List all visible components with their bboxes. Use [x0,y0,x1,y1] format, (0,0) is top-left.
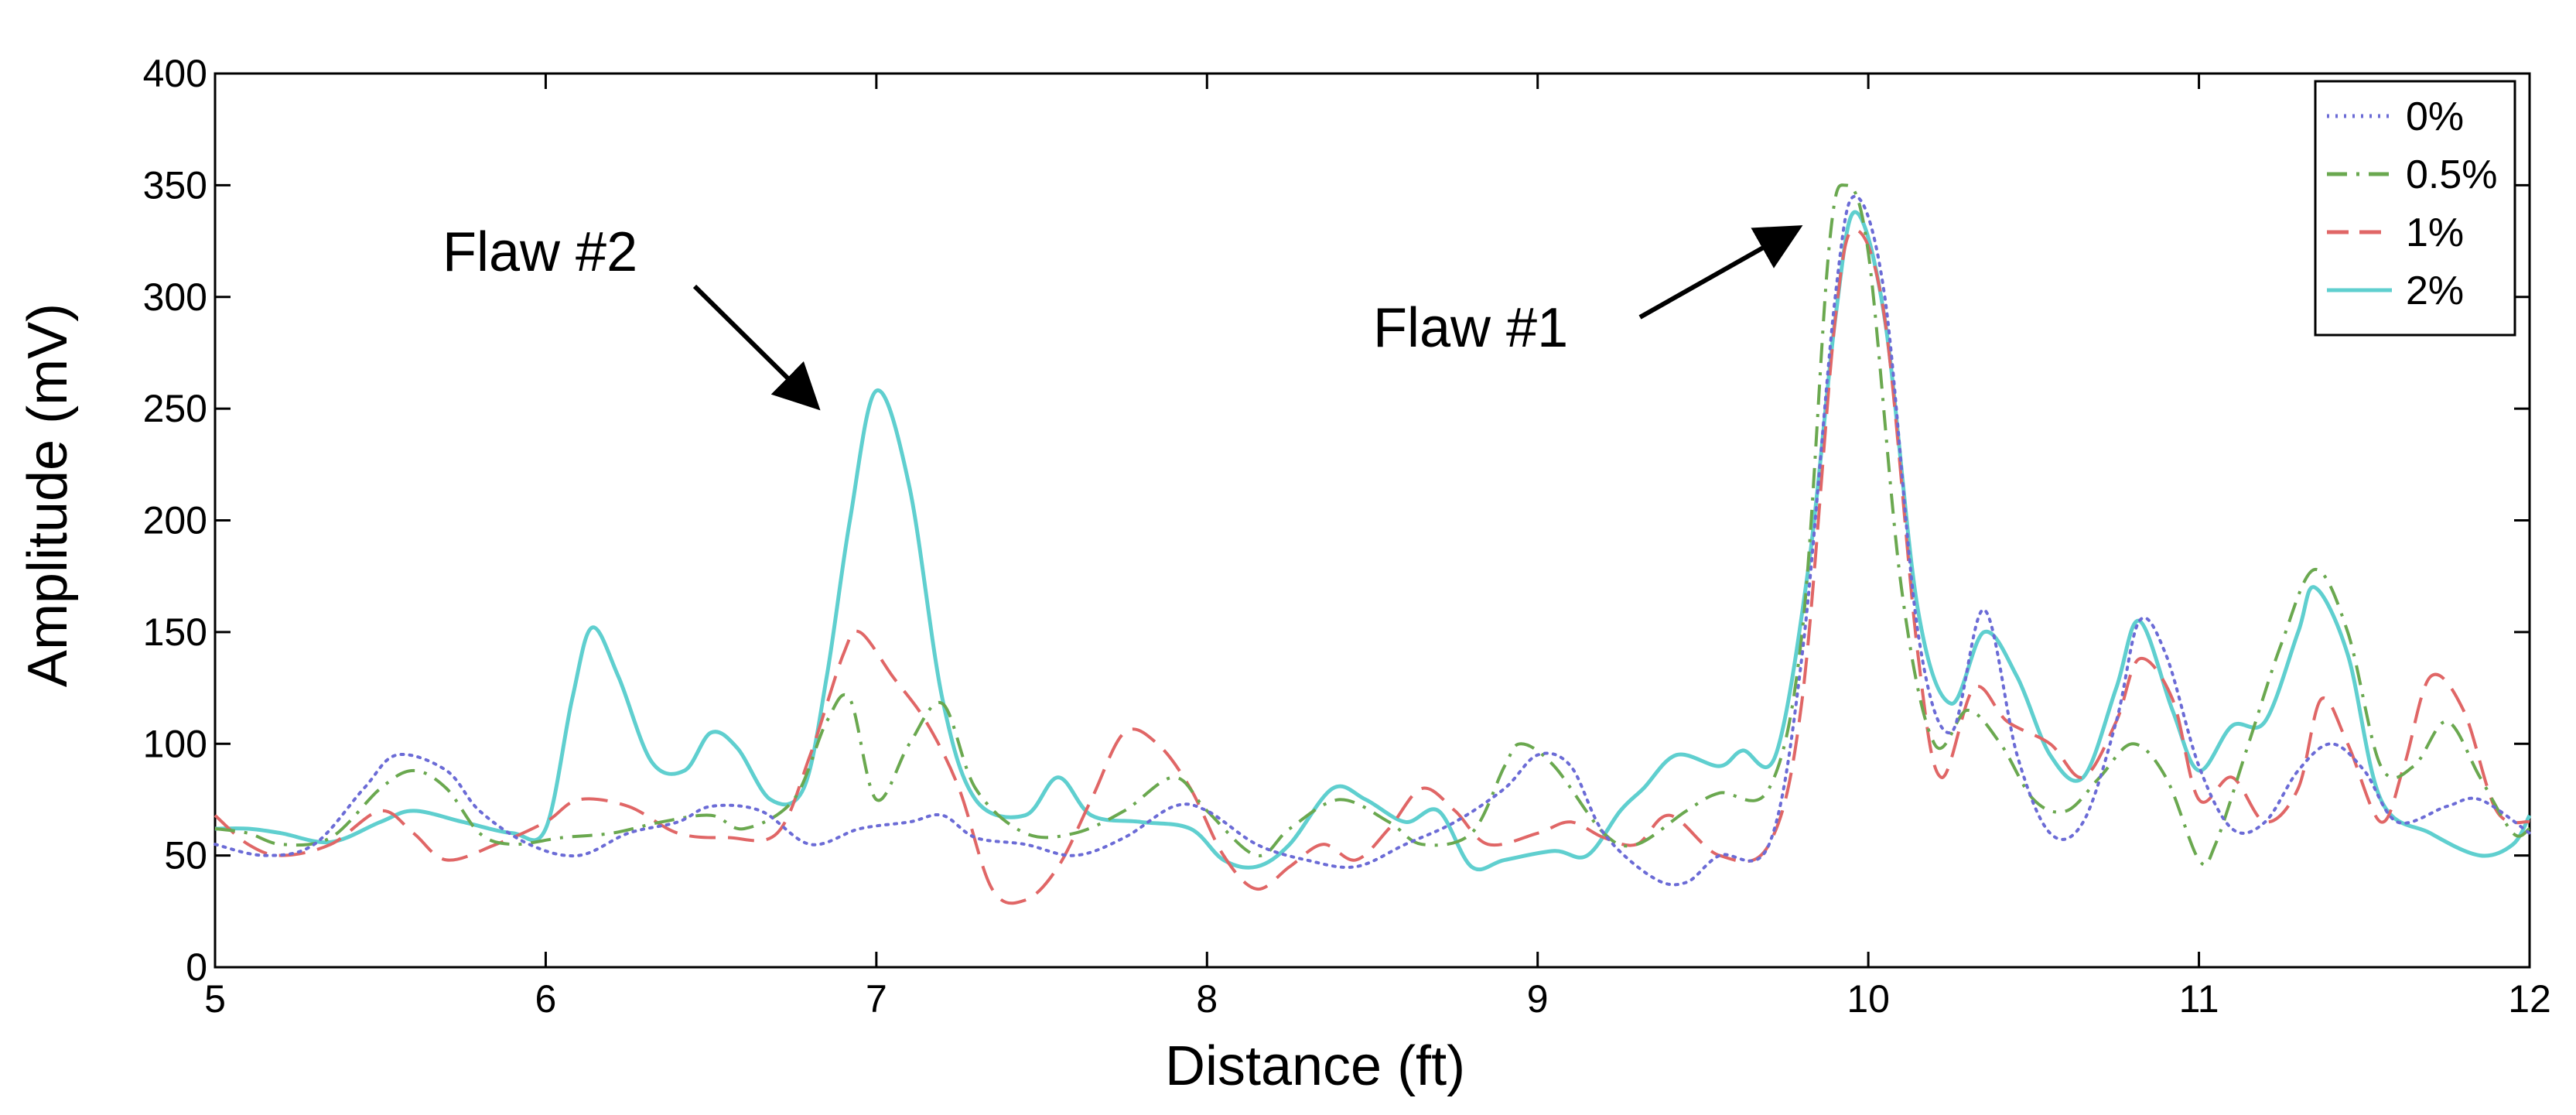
series-line-2pct [214,210,2532,872]
series-line-1pct [214,228,2530,905]
x-tick-label: 9 [1527,977,1549,1021]
legend-label: 0% [2406,94,2464,139]
flaw-1-annotation: Flaw #1 [1373,297,1568,359]
y-tick-label: 150 [143,611,207,654]
y-tick-label: 50 [164,834,207,877]
legend-label: 2% [2406,268,2464,313]
x-tick-label: 11 [2179,977,2219,1021]
flaw-2-arrow [692,284,821,411]
y-axis-title: Amplitude (mV) [17,303,79,687]
y-tick-label: 200 [143,499,207,542]
flaw-2-annotation: Flaw #2 [442,221,637,283]
legend-box [2314,80,2516,337]
y-tick-label: 100 [143,722,207,765]
y-tick-label: 300 [143,275,207,319]
x-tick-label: 8 [1196,977,1218,1021]
x-tick-label: 5 [204,977,226,1021]
y-tick-labels: 0 50 100 150 200 250 300 350 400 [143,52,207,989]
series-line-0pct [214,194,2531,887]
x-axis-title: Distance (ft) [1165,1035,1465,1097]
legend-label: 1% [2406,210,2464,255]
series-layer [214,183,2532,905]
flaw-1-arrow [1638,225,1803,320]
axis-ticks [214,72,2531,969]
x-tick-label: 7 [866,977,887,1021]
x-tick-label: 12 [2508,977,2551,1021]
x-tick-labels: 5 6 7 8 9 10 11 12 [204,977,2551,1021]
series-line-0p5pct [214,183,2531,867]
legend: 0% 0.5% 1% 2% [2314,80,2516,337]
legend-label: 0.5% [2406,152,2498,197]
plot-area-frame [214,72,2531,969]
y-tick-label: 350 [143,163,207,207]
y-tick-label: 400 [143,52,207,95]
y-tick-label: 250 [143,387,207,430]
x-tick-label: 6 [535,977,557,1021]
y-tick-label: 0 [186,946,207,989]
x-tick-label: 10 [1847,977,1890,1021]
